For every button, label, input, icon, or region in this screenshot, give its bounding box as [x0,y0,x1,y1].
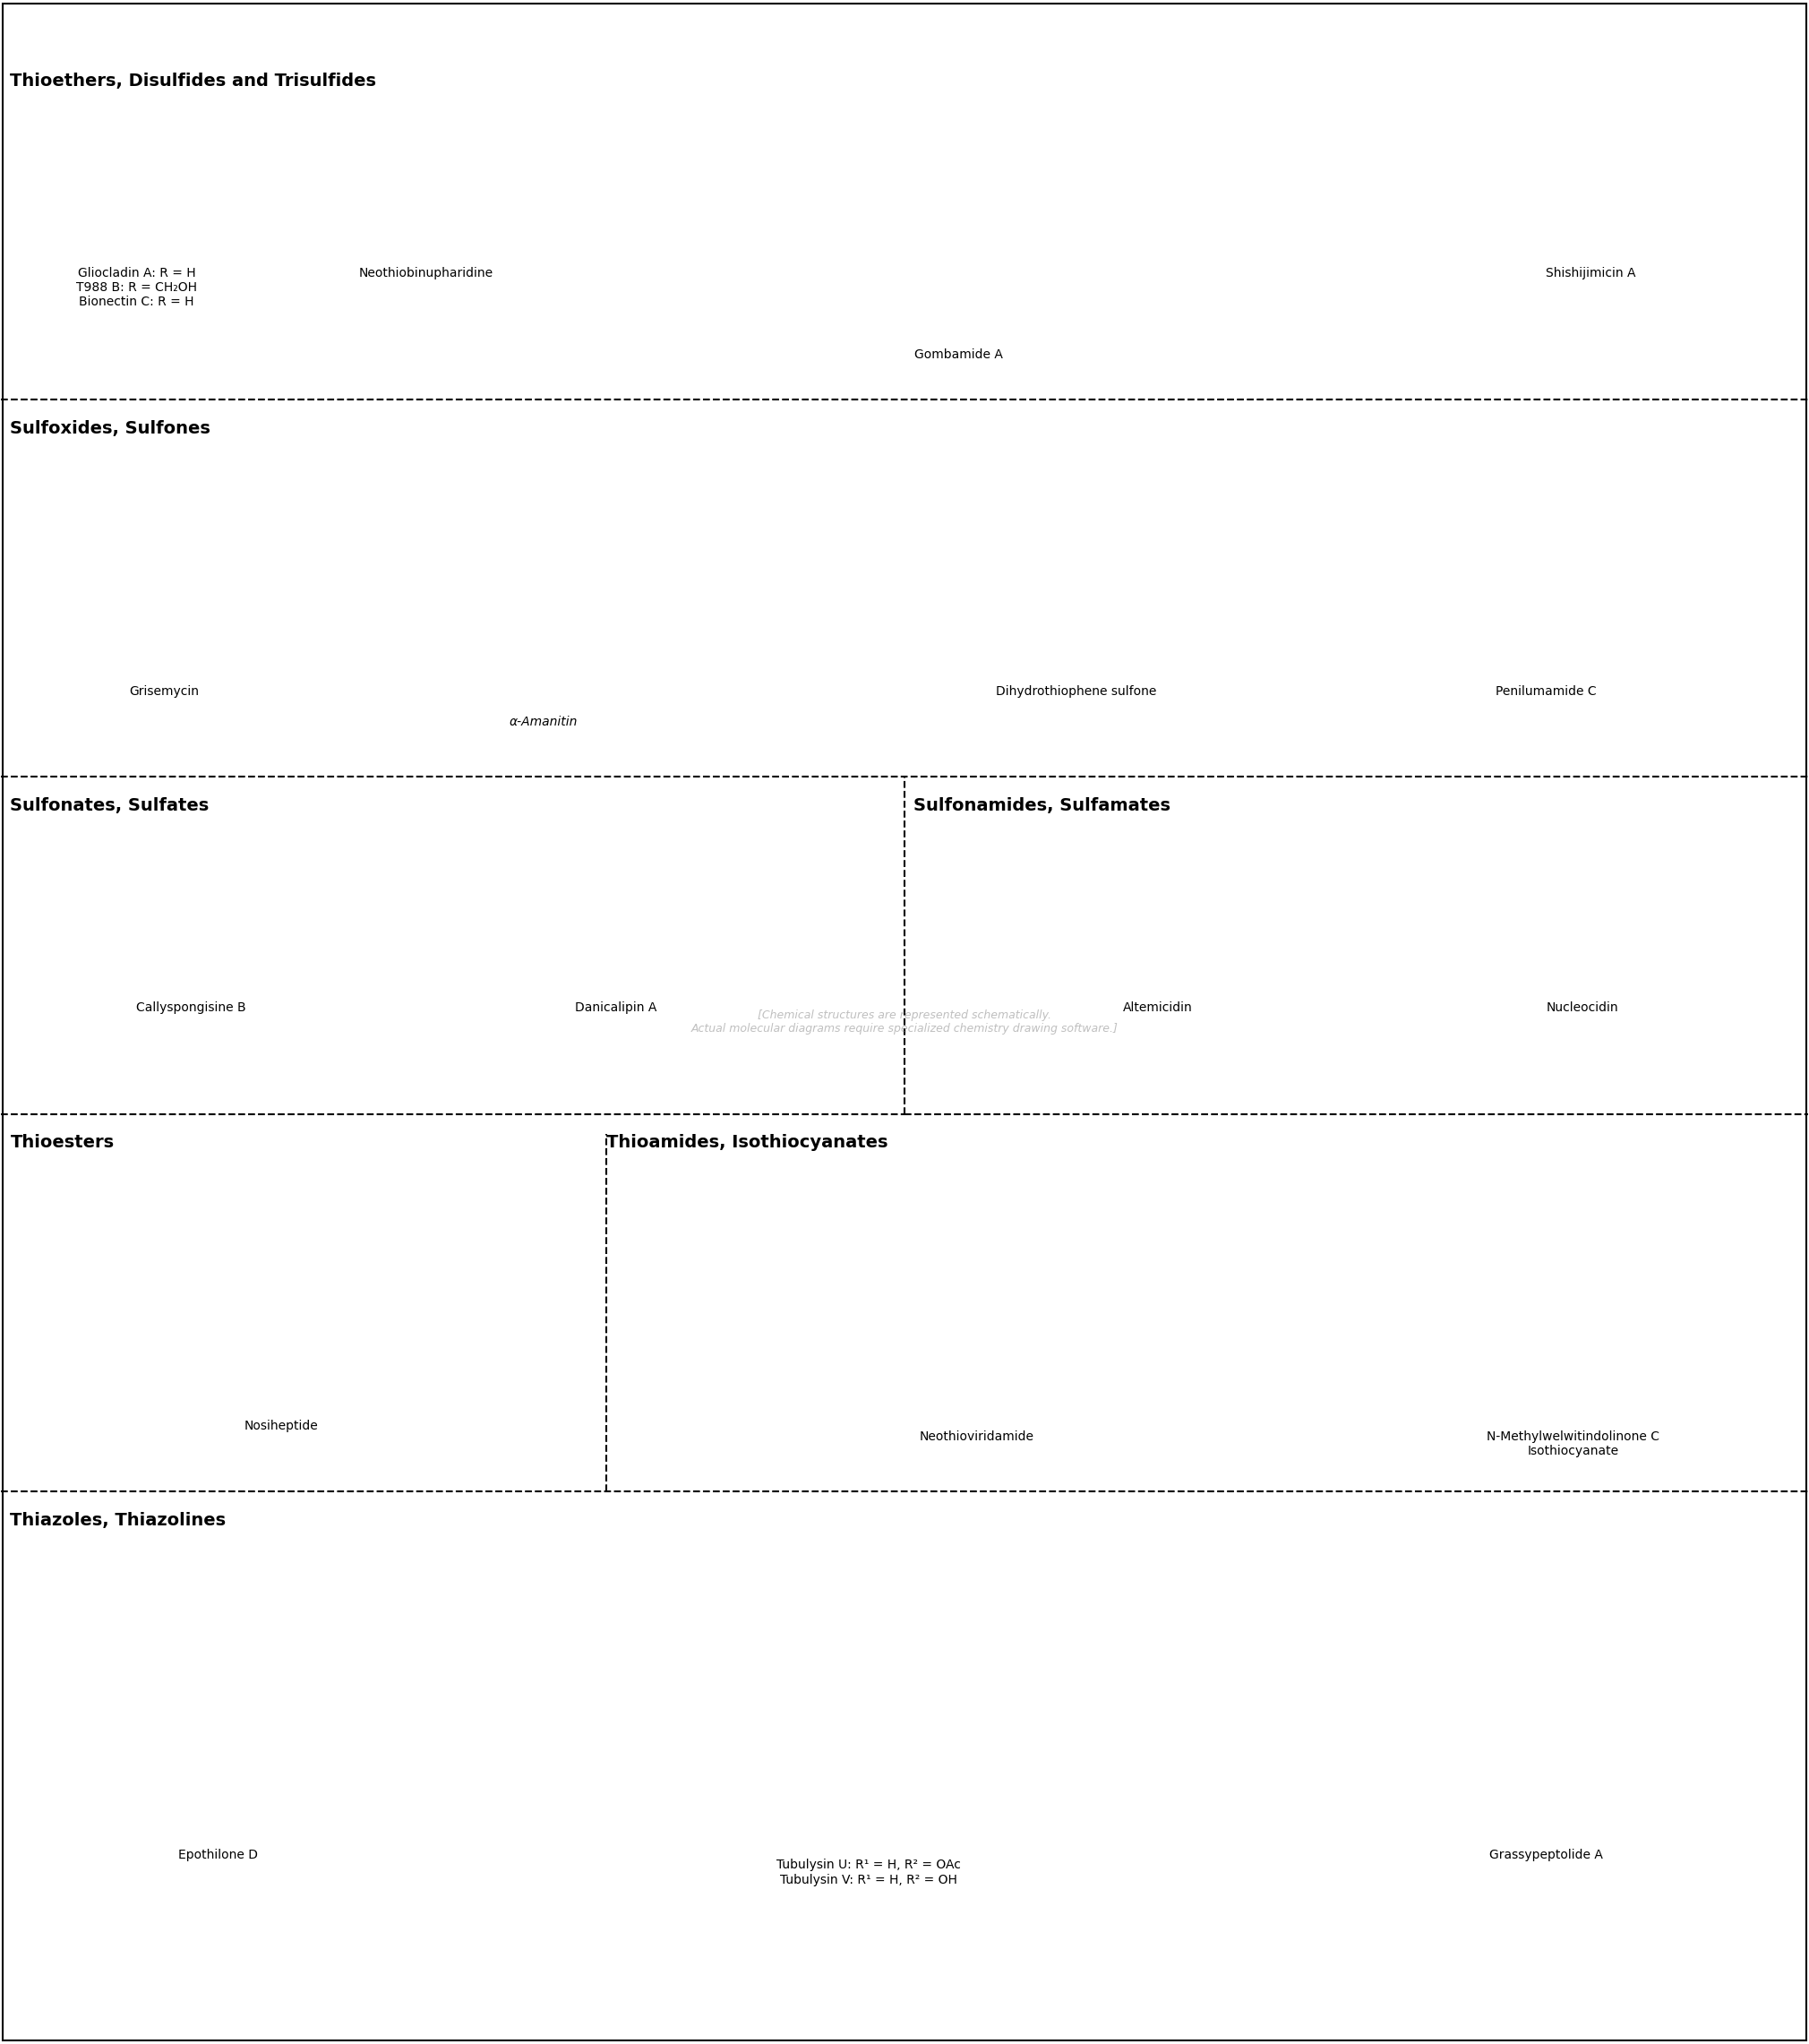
Text: Sulfonates, Sulfates: Sulfonates, Sulfates [11,797,210,814]
Text: Tubulysin U: R¹ = H, R² = OAc
Tubulysin V: R¹ = H, R² = OH: Tubulysin U: R¹ = H, R² = OAc Tubulysin … [776,1860,961,1887]
Text: [Chemical structures are represented schematically.
Actual molecular diagrams re: [Chemical structures are represented sch… [691,1010,1118,1034]
Text: Callyspongisine B: Callyspongisine B [136,1002,246,1014]
Text: α-Amanitin: α-Amanitin [508,715,577,728]
Text: Neothiobinupharidine: Neothiobinupharidine [358,266,494,280]
Text: Thioethers, Disulfides and Trisulfides: Thioethers, Disulfides and Trisulfides [11,74,376,90]
Text: Thiazoles, Thiazolines: Thiazoles, Thiazolines [11,1513,226,1529]
Text: Sulfonamides, Sulfamates: Sulfonamides, Sulfamates [914,797,1170,814]
Text: Danicalipin A: Danicalipin A [575,1002,657,1014]
Text: Sulfoxides, Sulfones: Sulfoxides, Sulfones [11,419,212,437]
Text: Penilumamide C: Penilumamide C [1496,685,1596,697]
Text: Neothioviridamide: Neothioviridamide [919,1431,1035,1443]
Text: Grassypeptolide A: Grassypeptolide A [1489,1850,1603,1862]
Text: Dihydrothiophene sulfone: Dihydrothiophene sulfone [995,685,1156,697]
Text: Thioesters: Thioesters [11,1134,114,1151]
Text: Altemicidin: Altemicidin [1123,1002,1192,1014]
Text: N-Methylwelwitindolinone C
Isothiocyanate: N-Methylwelwitindolinone C Isothiocyanat… [1487,1431,1659,1457]
Text: Gombamide A: Gombamide A [914,347,1002,362]
Text: Gliocladin A: R = H
T988 B: R = CH₂OH
Bionectin C: R = H: Gliocladin A: R = H T988 B: R = CH₂OH Bi… [76,266,197,309]
Text: Shishijimicin A: Shishijimicin A [1547,266,1635,280]
Text: Thioamides, Isothiocyanates: Thioamides, Isothiocyanates [606,1134,888,1151]
Text: Grisemycin: Grisemycin [128,685,199,697]
Text: Epothilone D: Epothilone D [177,1850,259,1862]
Text: Nosiheptide: Nosiheptide [244,1421,318,1433]
Text: Nucleocidin: Nucleocidin [1547,1002,1617,1014]
